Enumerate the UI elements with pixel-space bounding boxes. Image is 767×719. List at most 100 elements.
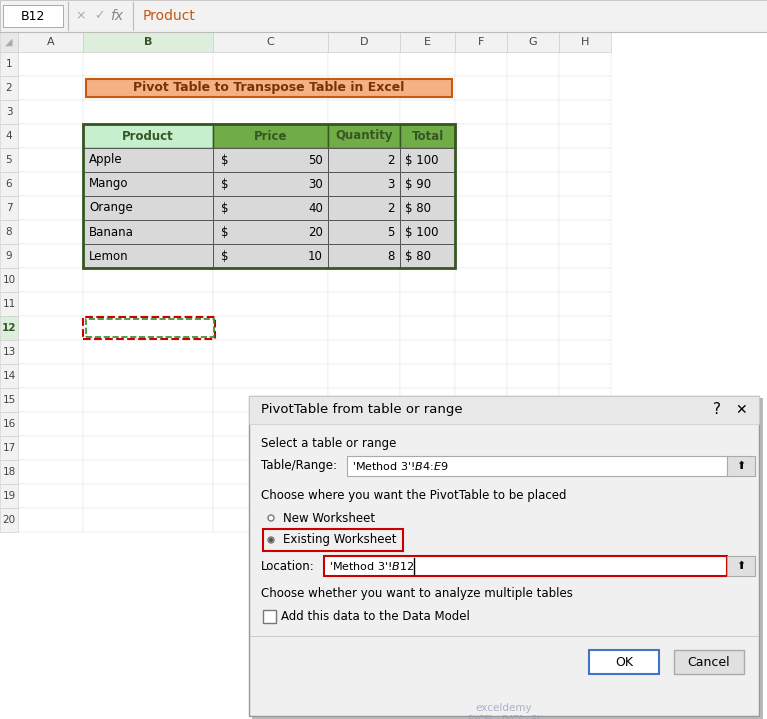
- Bar: [213, 148, 328, 172]
- Bar: [328, 244, 400, 268]
- Bar: [400, 316, 455, 340]
- Bar: [18, 292, 83, 316]
- Bar: [213, 292, 328, 316]
- Bar: [213, 244, 328, 268]
- Bar: [727, 456, 755, 476]
- Bar: [83, 172, 213, 196]
- Text: Orange: Orange: [89, 201, 133, 214]
- Bar: [400, 268, 455, 292]
- Bar: [559, 76, 611, 100]
- Bar: [507, 460, 559, 484]
- Bar: [328, 172, 400, 196]
- Bar: [455, 76, 507, 100]
- Bar: [328, 32, 400, 52]
- Bar: [249, 396, 759, 716]
- Bar: [83, 100, 213, 124]
- Bar: [400, 124, 455, 148]
- Bar: [455, 148, 507, 172]
- Bar: [213, 220, 328, 244]
- Text: 2: 2: [387, 153, 395, 167]
- Text: Price: Price: [254, 129, 288, 142]
- Bar: [213, 460, 328, 484]
- Text: fx: fx: [110, 9, 123, 23]
- Bar: [0, 100, 18, 124]
- Bar: [559, 52, 611, 76]
- Bar: [86, 319, 214, 337]
- Bar: [328, 148, 400, 172]
- Bar: [455, 364, 507, 388]
- Bar: [507, 316, 559, 340]
- Bar: [83, 340, 213, 364]
- Text: New Worksheet: New Worksheet: [283, 511, 375, 524]
- Text: E: E: [424, 37, 431, 47]
- Bar: [213, 196, 328, 220]
- Bar: [559, 340, 611, 364]
- Bar: [83, 484, 213, 508]
- Text: Product: Product: [122, 129, 174, 142]
- Bar: [455, 32, 507, 52]
- Bar: [18, 436, 83, 460]
- Bar: [213, 124, 328, 148]
- Bar: [213, 172, 328, 196]
- Bar: [328, 436, 400, 460]
- Circle shape: [268, 515, 274, 521]
- Bar: [400, 196, 455, 220]
- Bar: [400, 292, 455, 316]
- Bar: [507, 196, 559, 220]
- Bar: [324, 556, 727, 576]
- Bar: [328, 220, 400, 244]
- Text: B: B: [144, 37, 152, 47]
- Bar: [400, 172, 455, 196]
- Bar: [3, 5, 63, 27]
- Bar: [507, 100, 559, 124]
- Bar: [328, 196, 400, 220]
- Bar: [83, 268, 213, 292]
- Text: 3: 3: [387, 178, 395, 191]
- Bar: [83, 148, 213, 172]
- Bar: [507, 244, 559, 268]
- Text: Lemon: Lemon: [89, 249, 129, 262]
- Text: 40: 40: [308, 201, 323, 214]
- Bar: [455, 484, 507, 508]
- Bar: [83, 76, 213, 100]
- Text: $ 80: $ 80: [405, 249, 431, 262]
- Text: 12: 12: [2, 323, 16, 333]
- Bar: [213, 316, 328, 340]
- Bar: [400, 76, 455, 100]
- Text: 10: 10: [2, 275, 15, 285]
- Bar: [507, 364, 559, 388]
- Bar: [455, 388, 507, 412]
- Text: 6: 6: [5, 179, 12, 189]
- Bar: [400, 484, 455, 508]
- Bar: [83, 220, 213, 244]
- Bar: [400, 124, 455, 148]
- Bar: [400, 100, 455, 124]
- Text: C: C: [267, 37, 275, 47]
- Bar: [213, 220, 328, 244]
- Bar: [83, 412, 213, 436]
- Bar: [18, 52, 83, 76]
- Bar: [0, 76, 18, 100]
- Text: $: $: [221, 226, 229, 239]
- Text: Apple: Apple: [89, 153, 123, 167]
- Bar: [559, 100, 611, 124]
- Bar: [83, 364, 213, 388]
- Text: Mango: Mango: [89, 178, 129, 191]
- Bar: [400, 340, 455, 364]
- Text: $ 100: $ 100: [405, 226, 439, 239]
- Bar: [589, 650, 659, 674]
- Bar: [18, 220, 83, 244]
- Bar: [18, 100, 83, 124]
- Bar: [83, 244, 213, 268]
- Bar: [559, 436, 611, 460]
- Text: Cancel: Cancel: [688, 656, 730, 669]
- Bar: [328, 148, 400, 172]
- Bar: [328, 340, 400, 364]
- Bar: [213, 484, 328, 508]
- Bar: [559, 148, 611, 172]
- Bar: [0, 268, 18, 292]
- Bar: [507, 508, 559, 532]
- Bar: [400, 220, 455, 244]
- Bar: [559, 124, 611, 148]
- Text: $ 80: $ 80: [405, 201, 431, 214]
